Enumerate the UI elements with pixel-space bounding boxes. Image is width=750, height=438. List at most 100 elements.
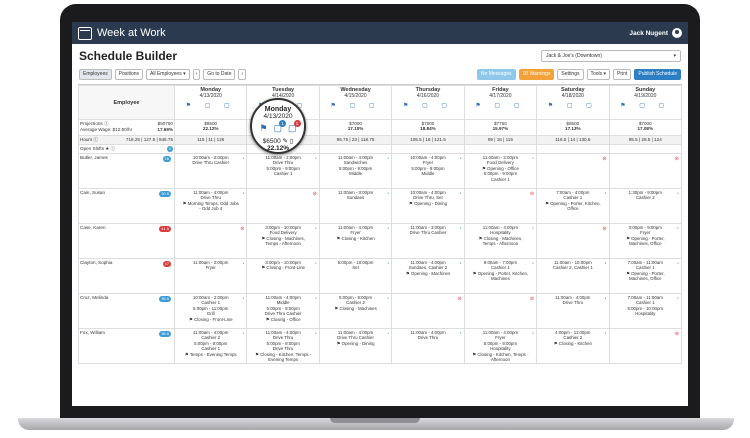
next-week-button[interactable]: ›	[238, 68, 247, 80]
shift-cell[interactable]: 11:00am - 3:00pm Sundaes ◔	[318, 188, 393, 224]
shift-cell[interactable]: 11:00am - 2:00pm Food Delivery ⚑ Opening -…	[463, 153, 538, 189]
shift-cell[interactable]: 11:00am - 4:00pm Drive Thru 5:00pm - 9:00p…	[246, 327, 320, 365]
shift-cell[interactable]: 11:00am - 2:00pm Fryer ◔	[173, 258, 248, 294]
prev-week-button[interactable]: ‹	[192, 68, 201, 80]
day-action-icons[interactable]: ⚑ ▢ ▢	[402, 103, 453, 109]
shift-cell[interactable]: 11:00am - 10:00pm Cashier 2, Cashier 1 ◔	[536, 258, 610, 294]
shift-cell[interactable]: ⊘	[608, 153, 683, 189]
hours-total: 718.25 | 127.5 | 845.75	[125, 137, 173, 142]
shift-cell[interactable]: ⊘	[536, 153, 610, 189]
day-open-shifts-cell[interactable]	[536, 144, 610, 154]
warnings-button[interactable]: 10 Warnings	[518, 68, 555, 80]
available-icon: ◔	[603, 331, 607, 337]
shift-cell[interactable]: 7:00am - 11:00am Cashier 1 ⚑ Opening - Por…	[608, 258, 683, 294]
shift-cell[interactable]: 10:00am - 4:00pm Fryer 5:00pm - 9:00pm Midd…	[391, 153, 465, 189]
shift-cell[interactable]: 11:00am - 2:00pm Drive Thru 5:00pm - 9:00p…	[246, 153, 320, 189]
user-avatar-icon[interactable]	[672, 28, 682, 38]
go-to-date-button[interactable]: Go to Date	[203, 68, 236, 80]
shift-line: Food Delivery	[486, 160, 514, 166]
shift-cell[interactable]: 11:00am - 4:00pm Drive Thru ⚑ Morning Temp…	[173, 188, 248, 224]
shift-cell[interactable]: 1:30pm - 9:00pm Cashier 2 ◔	[608, 188, 683, 224]
shift-cell[interactable]: 4:00pm - 11:00pm Cashier 2 ⚑ Closing - Kit…	[536, 327, 610, 365]
day-open-shifts-cell[interactable]	[391, 144, 465, 154]
settings-button[interactable]: Settings	[557, 68, 584, 80]
employee-cell[interactable]: Cruz, Melinda 36.5	[78, 293, 175, 329]
publish-schedule-button[interactable]: Publish Schedule	[634, 68, 681, 80]
shift-line: Cashier 1	[635, 265, 655, 271]
day-projection-cell[interactable]: $7000 18.84%	[391, 119, 465, 136]
shift-cell[interactable]: 11:00am - 4:00pm Hospitality ⚑ Closing - M…	[463, 223, 538, 259]
employee-filter-select[interactable]: All Employees ▾	[146, 68, 190, 80]
day-open-shifts-cell[interactable]	[608, 144, 683, 154]
employee-cell[interactable]: Cain, Susan 30.5	[78, 188, 175, 224]
day-projection-cell[interactable]: $7000 17.10%	[318, 119, 393, 136]
shift-line: 5:00pm - 9:00pm	[338, 295, 373, 300]
shift-cell[interactable]: ⊘	[391, 293, 465, 329]
employee-cell[interactable]: Case, Karen 41.5	[78, 223, 175, 259]
shift-cell[interactable]: 3:00pm - 9:00pm Fryer ⚑ Opening - Porter, M…	[608, 223, 683, 259]
day-projection-cell[interactable]: $7000 17.08%	[608, 119, 683, 136]
shift-cell[interactable]: ⊘	[536, 223, 610, 259]
employee-cell[interactable]: Fox, William 38.5	[78, 327, 175, 365]
shift-cell[interactable]: 7:00am - 4:00pm Cashier 1 ⚑ Opening - Port…	[536, 188, 610, 224]
shift-cell[interactable]: 9:00am - 7:00pm Cashier 1 ⚑ Opening - Port…	[463, 258, 538, 294]
shift-cell[interactable]: 11:00am - 4:00pm Drive Thru Cashier ⚑ Open…	[318, 327, 393, 365]
shift-cell[interactable]: 10:00am - 4:00pm Drive Thru, Set ⚑ Opening…	[391, 188, 465, 224]
messages-button[interactable]: No Messages	[476, 68, 516, 80]
shift-cell[interactable]: 3:00pm - 10:00pm Food Delivery ⚑ Closing -…	[246, 223, 320, 259]
day-open-shifts-cell[interactable]	[318, 144, 393, 154]
shift-cell[interactable]: 7:00am - 11:00am Cashier 1 5:00pm - 10:00p…	[608, 293, 683, 329]
employee-cell[interactable]: Clayton, Sophia 47	[78, 258, 175, 294]
shift-cell[interactable]: 10:00am - 2:00pm Cashier 1 5:00pm - 11:00p…	[173, 293, 248, 329]
shift-line: Cashier 2	[635, 195, 655, 201]
shift-cell[interactable]: ⊘	[173, 223, 248, 259]
chevron-down-icon: ▾	[673, 52, 676, 59]
tab-positions[interactable]: Positions	[114, 68, 144, 80]
shift-cell[interactable]: 11:00am - 4:00pm Sandwiches 5:00pm - 9:00p…	[318, 153, 393, 189]
day-action-icons[interactable]: ⚑ ▢ ▢	[547, 103, 598, 109]
tab-employees[interactable]: Employees	[79, 68, 112, 80]
day-projection-cell[interactable]: $7750 15.97%	[463, 119, 538, 136]
print-button[interactable]: Print	[613, 68, 632, 80]
shift-cell[interactable]: 11:00am - 4:00pm Drive Thru ◔	[391, 327, 465, 365]
open-shifts-cell[interactable]: Open Shifts ★ ⓘ 0	[78, 144, 175, 154]
shift-cell[interactable]: 5:00pm - 9:00pm Cashier 2 ⚑ Closing - Mach…	[318, 293, 393, 329]
day-labor-pct: 15.97%	[492, 126, 509, 131]
shift-cell[interactable]: 5:00pm - 10:00pm Set ◔	[318, 258, 393, 294]
shift-line: 11:00am - 4:00pm	[265, 330, 301, 335]
shift-cell[interactable]: 11:00am - 4:00pm Cashier 2 5:00pm - 9:00pm…	[173, 327, 248, 365]
day-projection-cell[interactable]: $6500 22.12%	[173, 119, 248, 136]
day-projection-cell[interactable]: $8500 17.13%	[536, 119, 610, 136]
tools-button[interactable]: Tools ▾	[586, 68, 611, 80]
shift-cell[interactable]: 10:00am - 2:00pm Drive Thru Cashier ◔	[173, 153, 248, 189]
day-open-shifts-cell[interactable]	[173, 144, 248, 154]
shift-cell[interactable]: 11:00am - 4:00pm Fryer ⚑ Closing - Kitchen…	[318, 223, 393, 259]
day-action-icons[interactable]: ⚑ ▢ ▢	[330, 103, 381, 109]
shift-cell[interactable]: ⊘	[246, 188, 320, 224]
available-icon: ◔	[675, 191, 679, 197]
day-action-icons[interactable]: ⚑ ▢ ▢	[620, 103, 671, 109]
day-action-icons[interactable]: ⚑ ▢ ▢	[185, 103, 236, 109]
shift-cell[interactable]: 3:00pm - 10:00pm ⚑ Closing - Front-Line ◔	[246, 258, 320, 294]
shift-cell[interactable]: 11:00am - 3:00pm Drive Thru Cashier ◔	[391, 223, 465, 259]
user-name[interactable]: Jack Nugent	[629, 29, 668, 37]
employee-name: Case, Karen	[80, 225, 106, 230]
day-action-icons[interactable]: ⚑ ▢ ▢	[475, 103, 526, 109]
book-icon[interactable]: ▢ 1	[288, 120, 301, 134]
shift-cell[interactable]: 11:00am - 4:00pm Fryer 5:00pm - 9:00pm Hosp…	[463, 327, 538, 365]
shift-line: 11:00am - 4:00pm	[337, 155, 374, 160]
employee-cell[interactable]: Butler, James 26	[78, 153, 175, 189]
shift-line: Cashier 2	[201, 335, 221, 341]
shift-cell[interactable]: 11:00am - 4:00pm Sundaes, Cashier 2 ⚑ Open…	[391, 258, 465, 294]
shift-line: Drive Thru, Set	[413, 195, 443, 201]
day-projection: $6500	[204, 121, 218, 126]
shift-cell[interactable]: ⊘	[463, 293, 538, 329]
shift-cell[interactable]: 11:00am - 4:00pm Drive Thru ◔	[536, 293, 610, 329]
shift-cell[interactable]: ⊘	[463, 188, 538, 224]
day-open-shifts-cell[interactable]	[463, 144, 538, 154]
shift-cell[interactable]: ⊘	[608, 327, 683, 365]
location-select[interactable]: Jack & Joe's (Downtown) ▾	[541, 49, 681, 62]
notes-icon[interactable]: ▢ 1	[274, 120, 287, 134]
shift-cell[interactable]: 11:00am - 4:00pm Middle 5:00pm - 9:00pm Dri…	[246, 293, 320, 329]
pin-icon[interactable]: ⚑	[259, 123, 268, 133]
